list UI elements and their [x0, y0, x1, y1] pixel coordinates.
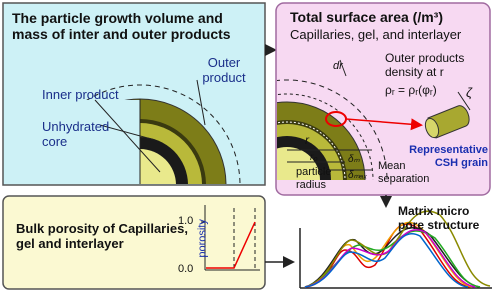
- outer-product-label: Outer product: [194, 56, 254, 86]
- porosity-title: Bulk porosity of Capillaries, gel and in…: [16, 222, 191, 252]
- r-label: r: [305, 134, 309, 148]
- growth-title: The particle growth volume and mass of i…: [12, 10, 262, 42]
- surface-title: Total surface area (/m³): [290, 9, 443, 25]
- particle-radius-label: particle radius: [296, 166, 346, 191]
- porosity-axis-label: porosity: [197, 213, 210, 263]
- density-label: Outer products density at r: [385, 52, 485, 80]
- inner-product-label: Inner product: [42, 88, 119, 103]
- matrix-label: Matrix micro pore structure: [398, 205, 494, 233]
- diagram: The particle growth volume and mass of i…: [0, 0, 494, 295]
- r0-label: r₀: [310, 152, 318, 164]
- surface-subtitle: Capillaries, gel, and interlayer: [290, 28, 461, 43]
- tick-top: 1.0: [178, 215, 193, 228]
- dr-label: dr: [333, 60, 343, 73]
- density-formula: ρᵣ = ρᵣ(φᵣ): [385, 84, 437, 98]
- tick-bottom: 0.0: [178, 263, 193, 276]
- core-label: Unhydrated core: [42, 120, 112, 150]
- delta-max-label: δₘₐₓ: [348, 170, 367, 182]
- zeta-label: ζ: [466, 86, 472, 101]
- mean-separation-label: Mean separation: [378, 160, 438, 185]
- delta-m-label: δₘ: [348, 154, 360, 166]
